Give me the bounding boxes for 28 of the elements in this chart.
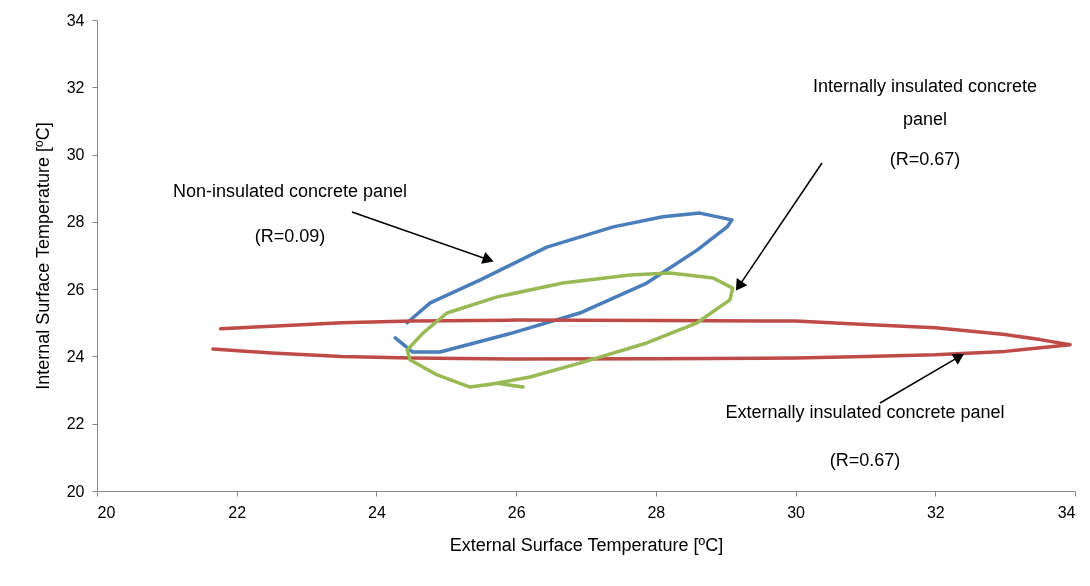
y-axis-title: Internal Surface Temperature [ºC]: [32, 122, 53, 390]
y-tick-label: 32: [66, 78, 85, 96]
line-series: [211, 318, 1072, 361]
y-tick-label: 30: [66, 146, 85, 164]
annotation: panel: [902, 109, 948, 129]
annotation: (R=0.09): [254, 226, 326, 246]
x-axis-title: External Surface Temperature [ºC]: [449, 534, 724, 555]
annotation: Non-insulated concrete panel: [172, 181, 408, 201]
x-tick-label: 22: [228, 503, 247, 521]
x-tick-label: 28: [647, 503, 666, 521]
y-tick-label: 22: [66, 415, 85, 433]
x-tick-label: 30: [787, 503, 806, 521]
x-tick-label: 34: [1057, 503, 1076, 521]
line-series: [393, 211, 734, 354]
y-tick-label: 34: [66, 11, 85, 29]
x-tick-label: 26: [507, 503, 526, 521]
line-series: [405, 271, 735, 389]
annotation: Externally insulated concrete panel: [725, 402, 1005, 422]
y-tick-label: 24: [66, 347, 85, 365]
x-tick-label: 20: [97, 503, 116, 521]
annotation: (R=0.67): [889, 149, 961, 169]
x-tick-label: 32: [926, 503, 945, 521]
y-tick-label: 20: [66, 482, 85, 500]
y-tick-label: 28: [66, 213, 85, 231]
annotation: (R=0.67): [829, 450, 901, 470]
annotation: Internally insulated concrete: [812, 76, 1038, 96]
y-tick-label: 26: [66, 280, 85, 298]
x-tick-label: 24: [368, 503, 386, 521]
